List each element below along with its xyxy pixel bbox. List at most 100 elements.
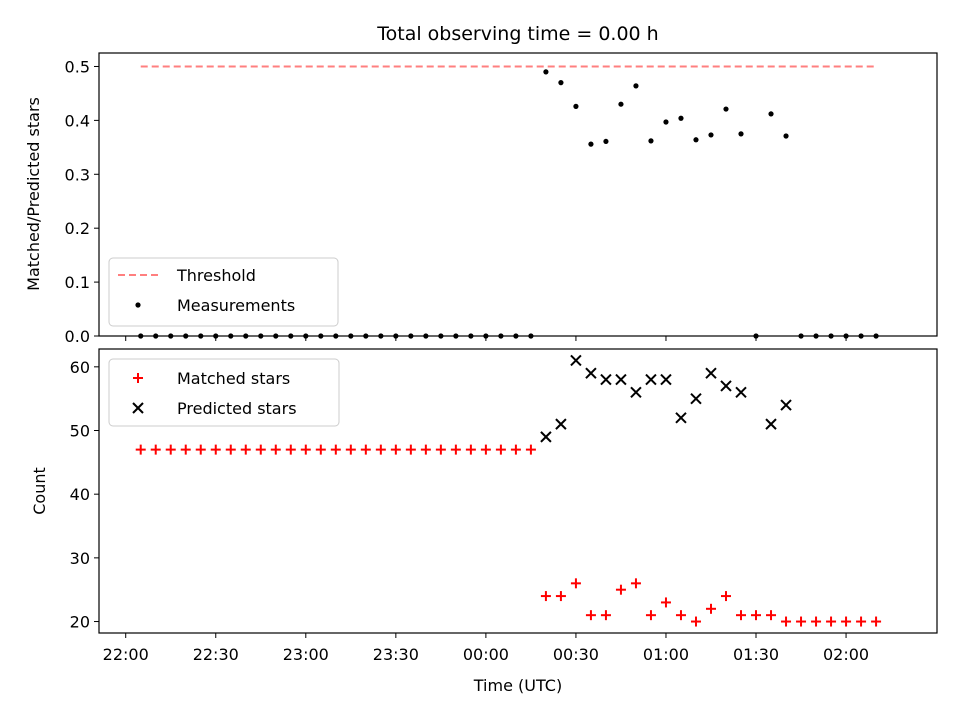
matched-star-point xyxy=(871,616,882,627)
measurement-point xyxy=(768,111,774,117)
legend-measurements-label: Measurements xyxy=(177,296,295,315)
matched-star-point xyxy=(630,578,641,589)
count-y-tick-label: 30 xyxy=(70,549,90,568)
ratio-y-ticks: 0.0 0.1 0.2 0.3 0.4 0.5 xyxy=(65,57,99,346)
count-y-ticks: 20 30 40 50 60 xyxy=(70,358,99,632)
x-tick-label: 23:00 xyxy=(283,645,329,664)
matched-star-point xyxy=(225,444,236,455)
x-tick-label: 22:00 xyxy=(103,645,149,664)
matched-star-point xyxy=(736,610,747,621)
count-y-tick-label: 20 xyxy=(70,613,90,632)
ratio-panel: Total observing time = 0.00 h 0.00.10.20… xyxy=(24,23,938,346)
ratio-y-tick-label: 0.2 xyxy=(65,219,90,238)
matched-star-point xyxy=(195,444,206,455)
legend-matched-swatch xyxy=(133,373,143,383)
matched-star-point xyxy=(766,610,777,621)
matched-star-point xyxy=(345,444,356,455)
matched-star-point xyxy=(645,610,656,621)
predicted-star-point xyxy=(615,373,627,386)
predicted-star-point xyxy=(780,399,792,411)
matched-star-point xyxy=(751,610,762,621)
matched-star-point xyxy=(315,444,326,455)
x-tick-label: 01:30 xyxy=(733,645,779,664)
predicted-star-point xyxy=(660,373,672,386)
predicted-star-point xyxy=(540,431,552,443)
matched-star-point xyxy=(480,444,491,455)
count-legend-box xyxy=(108,358,340,427)
matched-star-point xyxy=(135,444,146,455)
count-series xyxy=(135,354,882,627)
x-axis-label: Time (UTC) xyxy=(473,676,562,695)
measurement-point xyxy=(618,101,624,107)
predicted-star-point xyxy=(630,386,642,399)
matched-star-point xyxy=(285,444,296,455)
matched-star-point xyxy=(720,591,731,602)
matched-star-point xyxy=(811,616,822,627)
legend-predicted-label: Predicted stars xyxy=(177,399,297,418)
matched-star-point xyxy=(841,616,852,627)
measurement-point xyxy=(603,138,609,145)
measurement-point xyxy=(543,69,549,75)
matched-star-point xyxy=(690,616,701,627)
predicted-star-point xyxy=(720,380,732,392)
measurement-point xyxy=(663,119,669,125)
matched-star-point xyxy=(180,444,191,455)
x-tick-label: 01:00 xyxy=(643,645,689,664)
x-tick-label: 23:30 xyxy=(373,645,419,664)
x-tick-label: 00:30 xyxy=(553,645,599,664)
predicted-star-point xyxy=(645,373,657,386)
count-y-tick-label: 50 xyxy=(70,422,90,441)
measurement-point xyxy=(588,141,594,147)
matched-star-point xyxy=(435,444,446,455)
matched-star-point xyxy=(210,444,221,455)
matched-star-point xyxy=(330,444,341,455)
count-y-axis-label: Count xyxy=(30,467,49,515)
matched-star-point xyxy=(510,444,521,455)
predicted-star-point xyxy=(600,373,612,386)
matched-star-point xyxy=(165,444,176,455)
ratio-y-tick-label: 0.5 xyxy=(65,57,90,76)
legend-matched-label: Matched stars xyxy=(177,369,290,388)
matched-star-point xyxy=(465,444,476,455)
predicted-star-point xyxy=(765,418,777,430)
matched-star-point xyxy=(781,616,792,627)
legend-predicted-swatch xyxy=(132,402,144,414)
matched-star-point xyxy=(585,610,596,621)
ratio-y-tick-label: 0.4 xyxy=(65,111,90,130)
measurement-point xyxy=(783,133,789,139)
measurement-point xyxy=(693,137,699,143)
ratio-y-tick-label: 0.3 xyxy=(65,165,90,184)
matched-star-point xyxy=(856,616,867,627)
count-x-ticks: 22:00 22:30 23:00 23:30 00:00 00:30 01:00 01:30… xyxy=(103,633,869,664)
matched-star-point xyxy=(375,444,386,455)
measurement-point xyxy=(678,115,684,121)
matched-star-point xyxy=(826,616,837,627)
count-panel: 20 30 40 50 60 22:00 22:30 23:00 23:30 00:00 00:3… xyxy=(30,348,938,695)
measurement-point xyxy=(558,80,564,86)
measurement-point xyxy=(648,138,654,144)
ratio-legend-box xyxy=(108,257,339,327)
matched-star-point xyxy=(570,578,581,589)
predicted-star-point xyxy=(735,386,747,399)
predicted-star-point xyxy=(675,412,687,424)
matched-star-point xyxy=(405,444,416,455)
matched-star-point xyxy=(555,591,566,602)
matched-star-point xyxy=(240,444,251,455)
matched-star-point xyxy=(270,444,281,455)
matched-star-point xyxy=(495,444,506,455)
matched-star-point xyxy=(300,444,311,455)
measurement-point xyxy=(573,103,579,109)
predicted-star-point xyxy=(690,392,702,405)
ratio-legend: Threshold Measurements xyxy=(108,257,339,327)
matched-star-point xyxy=(796,616,807,627)
matched-star-point xyxy=(390,444,401,455)
count-legend: Matched stars Predicted stars xyxy=(108,358,340,427)
x-tick-label: 02:00 xyxy=(823,645,869,664)
matched-star-point xyxy=(675,610,686,621)
x-tick-label: 00:00 xyxy=(463,645,509,664)
matched-star-point xyxy=(150,444,161,455)
matched-star-point xyxy=(450,444,461,455)
count-y-tick-label: 40 xyxy=(70,485,90,504)
measurement-point xyxy=(633,83,639,89)
